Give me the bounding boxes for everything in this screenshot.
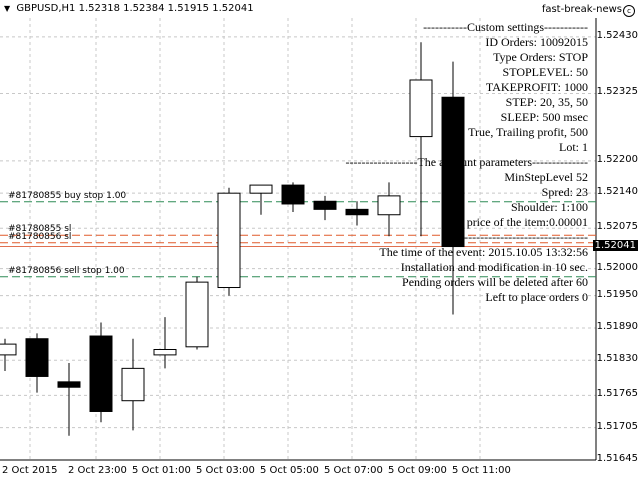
panel-row: Spred: 23 — [541, 185, 588, 199]
chart-header: ▼ GBPUSD,H1 1.52318 1.52384 1.51915 1.52… — [4, 3, 254, 14]
price-tick-label: 1.52325 — [596, 86, 638, 98]
candle-bear — [441, 96, 465, 248]
candle-bear — [57, 381, 81, 388]
collapse-arrow-icon[interactable]: ▼ — [4, 4, 11, 13]
panel-row: TAKEPROFIT: 1000 — [485, 80, 588, 94]
candle-bull — [377, 195, 401, 216]
current-price-badge: 1.52041 — [592, 239, 638, 251]
price-tick-label: 1.51705 — [596, 420, 638, 432]
panel-row: Type Orders: STOP — [493, 50, 588, 64]
time-tick-label: 5 Oct 07:00 — [324, 465, 383, 476]
copyright-icon: c — [623, 5, 635, 17]
panel-row: ------------------------------- — [464, 230, 588, 244]
panel-row: The price of the item:0.00001 — [445, 215, 588, 229]
candle-bear — [89, 335, 113, 412]
panel-row: -----------Custom settings----------- — [423, 20, 588, 34]
candle-bull — [0, 343, 17, 356]
info-panel: -----------Custom settings----------- ID … — [208, 20, 588, 305]
order-label[interactable]: #81780856 sl — [8, 231, 72, 242]
price-tick-label: 1.51830 — [596, 353, 638, 365]
panel-row: Shoulder: 1:100 — [511, 200, 588, 214]
price-tick-label: 1.52000 — [596, 261, 638, 273]
panel-row: The time of the event: 2015.10.05 13:32:… — [379, 245, 588, 259]
candle-bull — [121, 367, 145, 402]
time-tick-label: 2 Oct 23:00 — [68, 465, 127, 476]
candle-bull — [153, 349, 177, 356]
panel-row: SLEEP: 500 msec — [500, 110, 588, 124]
price-tick-label: 1.51950 — [596, 288, 638, 300]
price-tick-label: 1.51890 — [596, 320, 638, 332]
ohlc-label: 1.52318 1.52384 1.51915 1.52041 — [78, 3, 254, 14]
price-tick-label: 1.52140 — [596, 186, 638, 198]
price-tick-label: 1.52200 — [596, 153, 638, 165]
time-tick-label: 5 Oct 05:00 — [260, 465, 319, 476]
panel-row: Lot: 1 — [559, 140, 588, 154]
panel-row: Pending orders will be deleted after 60 — [402, 275, 588, 289]
panel-row: MinStepLevel 52 — [504, 170, 588, 184]
price-tick-label: 1.52430 — [596, 29, 638, 41]
order-label[interactable]: #81780856 sell stop 1.00 — [8, 265, 125, 276]
order-label[interactable]: #81780855 buy stop 1.00 — [8, 190, 127, 201]
candle-bear — [25, 338, 49, 377]
candle-bear — [281, 184, 305, 205]
order-label[interactable]: #81780855 sl — [8, 224, 72, 235]
candle-bull — [185, 281, 209, 348]
panel-row: ID Orders: 10092015 — [485, 35, 588, 49]
panel-row: TP: True, Trailing profit, 500 — [447, 125, 588, 139]
time-tick-label: 5 Oct 11:00 — [452, 465, 511, 476]
panel-row: STOPLEVEL: 50 — [502, 65, 588, 79]
price-tick-label: 1.51645 — [596, 453, 638, 464]
time-tick-label: 2 Oct 2015 — [2, 465, 58, 476]
time-tick-label: 5 Oct 01:00 — [132, 465, 191, 476]
time-tick-label: 5 Oct 09:00 — [388, 465, 447, 476]
time-tick-label: 5 Oct 03:00 — [196, 465, 255, 476]
panel-row: Left to place orders 0 — [485, 290, 588, 304]
candle-bear — [313, 200, 337, 210]
symbol-label: GBPUSD,H1 — [16, 3, 76, 14]
candle-bear — [345, 208, 369, 216]
panel-row: STEP: 20, 35, 50 — [505, 95, 588, 109]
candle-bull — [409, 79, 433, 138]
panel-row: Installation and modification in 10 sec. — [400, 260, 588, 274]
candle-bull — [217, 192, 241, 289]
price-tick-label: 1.51765 — [596, 388, 638, 400]
price-tick-label: 1.52075 — [596, 221, 638, 233]
candle-bull — [249, 184, 273, 194]
panel-row: ------------------The account parameters… — [345, 155, 588, 169]
brand-label: fast-break-news — [541, 4, 622, 15]
